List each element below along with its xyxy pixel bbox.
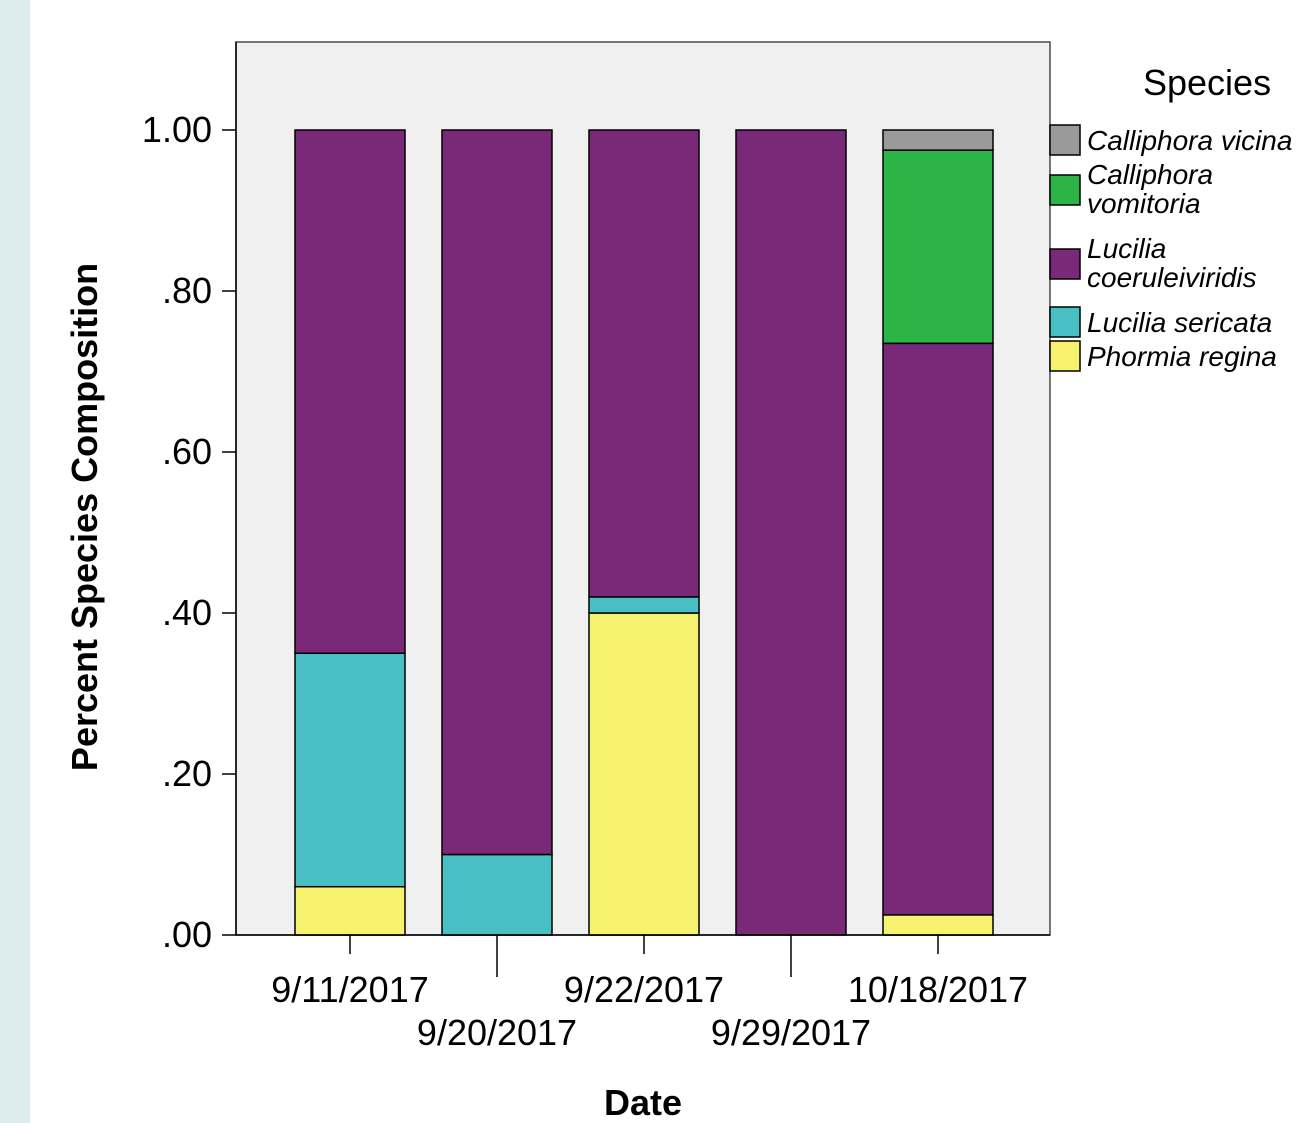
x-tick-label: 9/29/2017: [711, 1012, 871, 1053]
left-margin-strip: [0, 0, 30, 1123]
bar-segment: [882, 149, 994, 345]
bar-segment: [882, 129, 994, 151]
legend-label: Phormia regina: [1087, 341, 1277, 372]
x-tick-label: 9/11/2017: [271, 969, 428, 1010]
x-axis-title: Date: [604, 1082, 682, 1123]
legend-label: vomitoria: [1087, 188, 1201, 219]
y-axis-title: Percent Species Composition: [64, 263, 105, 771]
y-tick-label: .40: [162, 592, 212, 633]
legend-swatch: [1049, 124, 1081, 156]
bar-segment: [588, 596, 700, 614]
legend-swatch: [1049, 306, 1081, 338]
bars-layer: [294, 129, 994, 936]
bar-segment: [441, 129, 553, 856]
x-tick-label: 9/22/2017: [564, 969, 724, 1010]
legend-label: Calliphora: [1087, 159, 1213, 190]
x-tick-label: 9/20/2017: [417, 1012, 577, 1053]
legend-swatch: [1049, 174, 1081, 206]
legend-label: Lucilia sericata: [1087, 307, 1272, 338]
bar-segment: [294, 129, 406, 654]
bar-segment: [882, 914, 994, 936]
y-tick-label: .60: [162, 431, 212, 472]
bar-segment: [294, 885, 406, 936]
bar-segment: [588, 129, 700, 598]
y-tick-label: .80: [162, 270, 212, 311]
x-tick-label: 10/18/2017: [848, 969, 1028, 1010]
axis-layer: .00.20.40.60.801.009/11/20179/20/20179/2…: [142, 42, 1050, 1053]
legend-swatch: [1049, 340, 1081, 372]
y-tick-label: 1.00: [142, 109, 212, 150]
y-tick-label: .00: [162, 914, 212, 955]
y-tick-label: .20: [162, 753, 212, 794]
bar-segment: [441, 853, 553, 936]
legend-label: coeruleiviridis: [1087, 262, 1257, 293]
legend-swatch: [1049, 248, 1081, 280]
bar-segment: [882, 342, 994, 916]
legend-title: Species: [1143, 62, 1271, 103]
bar-segment: [588, 612, 700, 936]
legend-label: Calliphora vicina: [1087, 125, 1292, 156]
bar-segment: [294, 652, 406, 888]
legend: Species Calliphora vicinaCalliphoravomit…: [1049, 62, 1292, 372]
bar-segment: [735, 129, 847, 936]
legend-label: Lucilia: [1087, 233, 1166, 264]
